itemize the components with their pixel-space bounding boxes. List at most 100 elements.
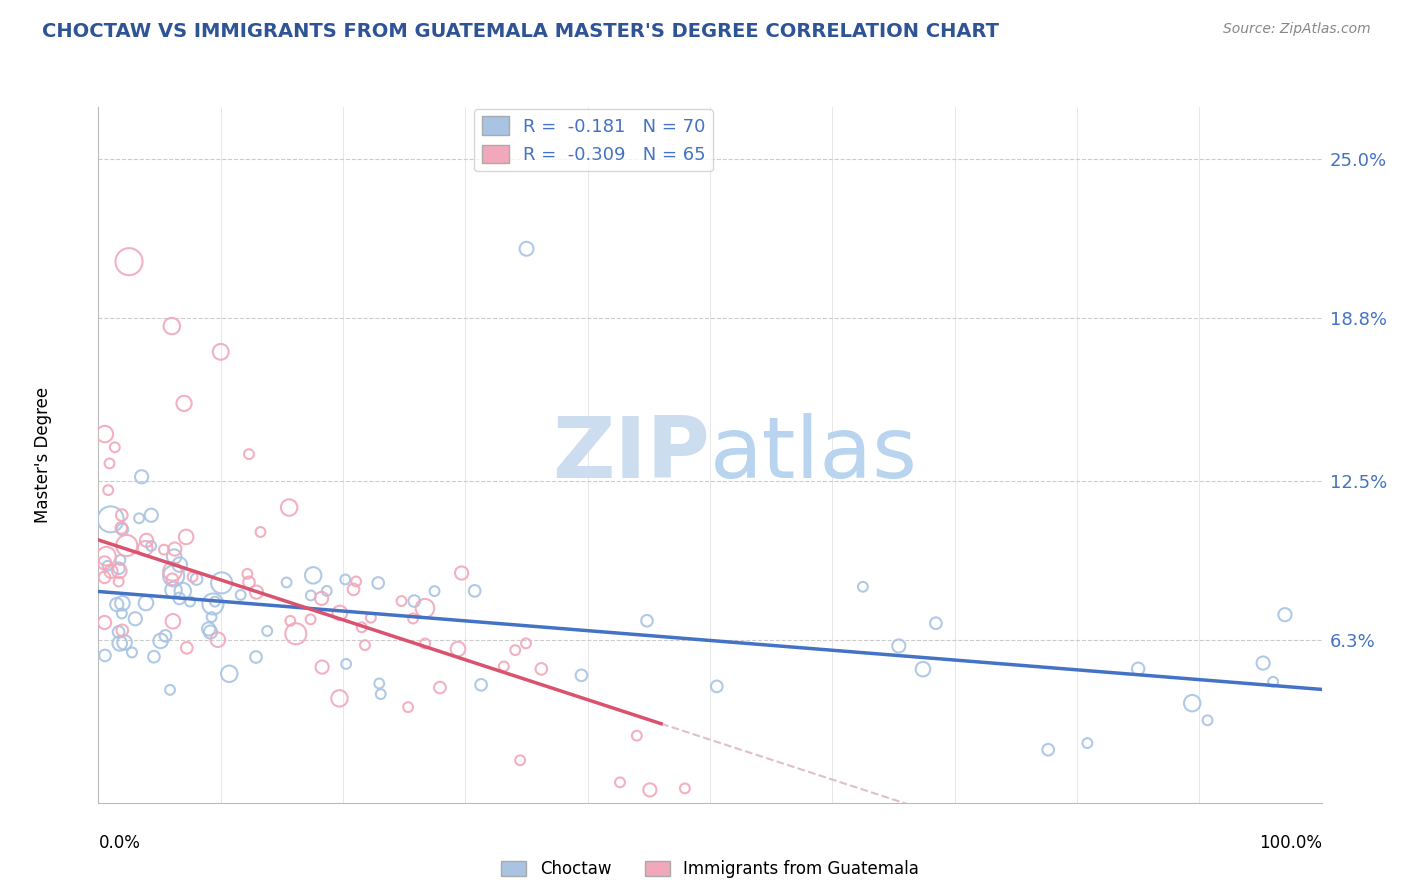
Point xyxy=(179,594,201,608)
Point xyxy=(135,533,157,548)
Point xyxy=(367,576,389,591)
Point xyxy=(229,588,252,602)
Point xyxy=(124,612,146,626)
Point xyxy=(245,585,267,599)
Point xyxy=(402,611,425,625)
Point xyxy=(673,781,696,796)
Point xyxy=(162,582,184,597)
Point xyxy=(111,607,134,621)
Point xyxy=(93,615,115,630)
Point xyxy=(335,573,357,587)
Point xyxy=(404,594,426,608)
Point xyxy=(111,508,134,522)
Point xyxy=(706,680,728,694)
Point xyxy=(207,632,229,647)
Point xyxy=(107,624,129,639)
Point xyxy=(315,583,337,598)
Point xyxy=(249,524,271,539)
Text: 100.0%: 100.0% xyxy=(1258,834,1322,852)
Point xyxy=(110,521,132,535)
Point xyxy=(342,582,364,597)
Point xyxy=(118,254,141,268)
Point xyxy=(100,512,122,526)
Point xyxy=(163,542,186,557)
Point xyxy=(93,556,115,570)
Point xyxy=(1261,674,1284,689)
Point xyxy=(925,616,948,631)
Point xyxy=(344,574,367,589)
Point xyxy=(236,566,259,581)
Point xyxy=(450,566,472,580)
Point xyxy=(176,640,198,655)
Point xyxy=(626,729,648,743)
Point xyxy=(131,469,153,483)
Point xyxy=(360,611,382,625)
Point xyxy=(278,614,301,628)
Text: 0.0%: 0.0% xyxy=(98,834,141,852)
Point xyxy=(108,636,131,650)
Point xyxy=(94,427,117,442)
Point xyxy=(852,580,875,594)
Point xyxy=(104,440,127,454)
Point xyxy=(515,242,537,256)
Point xyxy=(368,676,391,690)
Point xyxy=(1038,742,1060,756)
Point xyxy=(174,530,197,544)
Point xyxy=(128,511,150,525)
Point xyxy=(470,678,492,692)
Point xyxy=(93,570,115,584)
Point xyxy=(284,626,307,640)
Text: CHOCTAW VS IMMIGRANTS FROM GUATEMALA MASTER'S DEGREE CORRELATION CHART: CHOCTAW VS IMMIGRANTS FROM GUATEMALA MAS… xyxy=(42,22,1000,41)
Point xyxy=(96,549,118,564)
Point xyxy=(218,666,240,681)
Point xyxy=(94,648,117,663)
Point xyxy=(256,624,278,638)
Point xyxy=(111,522,134,536)
Point xyxy=(162,565,184,579)
Point xyxy=(159,682,181,697)
Text: Master's Degree: Master's Degree xyxy=(34,387,52,523)
Point xyxy=(391,594,413,608)
Point xyxy=(423,584,446,599)
Point xyxy=(100,565,122,579)
Point xyxy=(200,610,222,624)
Text: Source: ZipAtlas.com: Source: ZipAtlas.com xyxy=(1223,22,1371,37)
Point xyxy=(1076,736,1098,750)
Point xyxy=(1181,696,1204,710)
Point xyxy=(887,639,910,653)
Point xyxy=(108,561,131,575)
Point xyxy=(350,620,373,634)
Point xyxy=(142,649,165,664)
Point xyxy=(609,775,631,789)
Point xyxy=(160,319,183,334)
Point xyxy=(107,574,129,589)
Point xyxy=(141,539,163,553)
Point xyxy=(121,645,143,659)
Point xyxy=(163,569,186,583)
Point xyxy=(204,595,226,609)
Point xyxy=(186,572,208,586)
Point xyxy=(153,542,176,557)
Point xyxy=(335,657,357,671)
Point xyxy=(1274,607,1296,622)
Point xyxy=(276,575,298,590)
Point xyxy=(311,591,333,606)
Point xyxy=(141,508,163,523)
Point xyxy=(110,553,132,567)
Point xyxy=(299,612,322,626)
Point xyxy=(464,583,486,598)
Point xyxy=(429,681,451,695)
Point xyxy=(515,636,537,650)
Point xyxy=(181,570,204,584)
Point xyxy=(492,659,515,673)
Point xyxy=(169,591,191,606)
Point xyxy=(115,539,138,553)
Point xyxy=(111,596,134,610)
Point xyxy=(354,638,377,652)
Point xyxy=(108,564,131,578)
Text: atlas: atlas xyxy=(710,413,918,497)
Point xyxy=(396,700,419,714)
Point xyxy=(311,660,333,674)
Point xyxy=(328,691,350,706)
Point xyxy=(200,625,222,640)
